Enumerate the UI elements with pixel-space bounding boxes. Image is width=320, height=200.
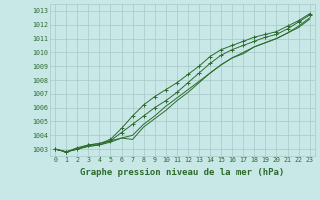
X-axis label: Graphe pression niveau de la mer (hPa): Graphe pression niveau de la mer (hPa) [80, 168, 284, 177]
